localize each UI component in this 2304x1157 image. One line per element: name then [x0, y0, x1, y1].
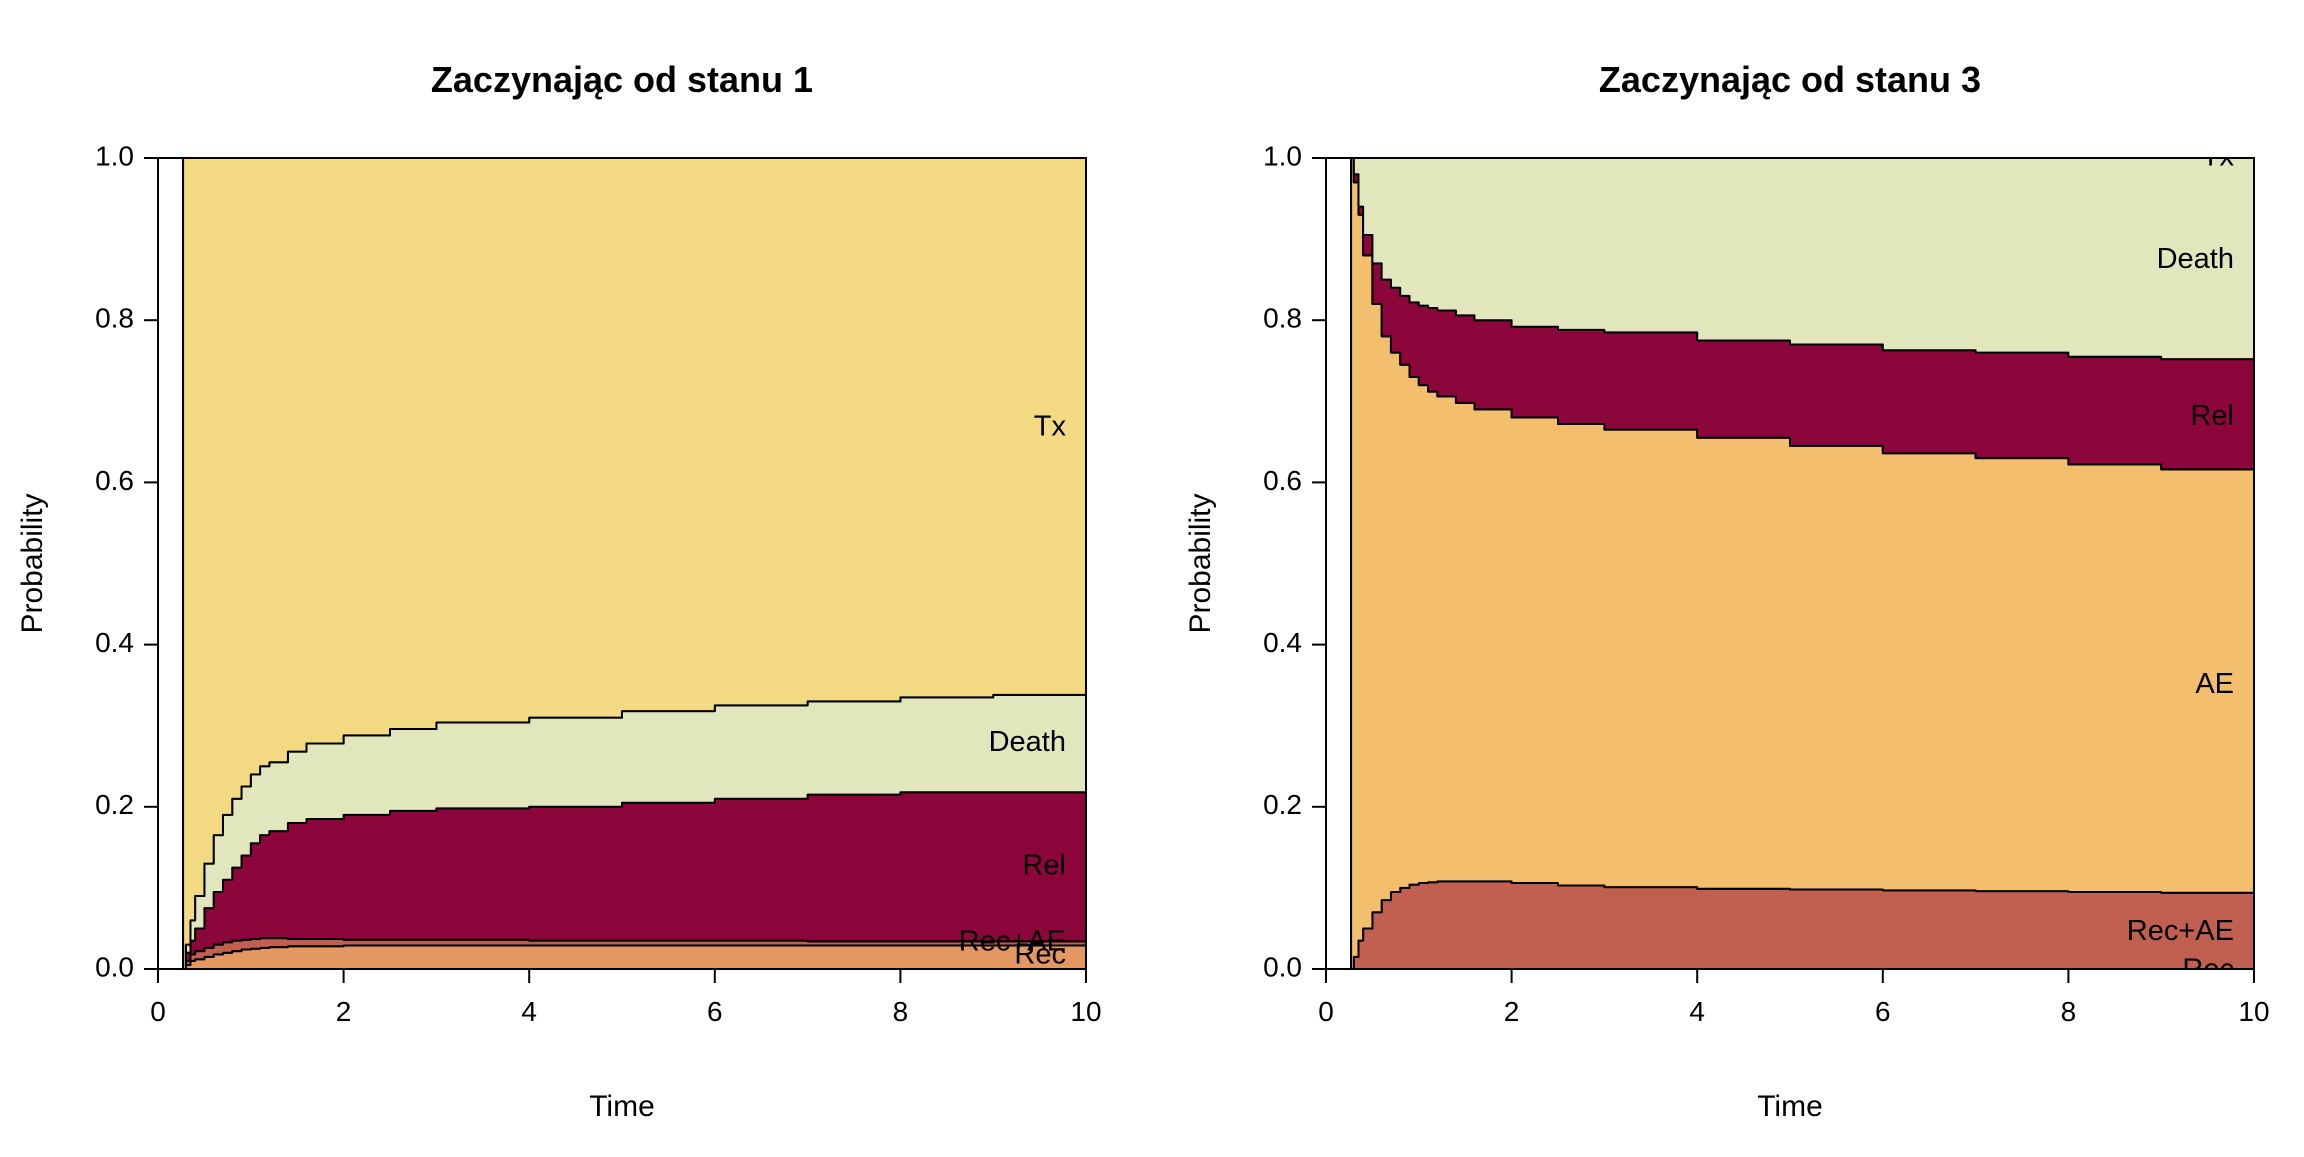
y-tick-label: 0.8 — [1263, 303, 1302, 334]
y-tick-label: 1.0 — [1263, 140, 1302, 171]
area-label-rel: Rel — [2190, 400, 2234, 432]
chart-title: Zaczynając od stanu 3 — [1599, 59, 1981, 100]
y-axis-label: Probability — [16, 493, 49, 633]
x-tick-label: 10 — [1070, 996, 1101, 1027]
x-tick-label: 4 — [521, 996, 537, 1027]
area-label-rel: Rel — [1022, 849, 1066, 881]
bands — [182, 158, 1086, 969]
x-axis-label: Time — [1757, 1090, 1823, 1123]
x-tick-label: 0 — [150, 996, 166, 1027]
x-tick-label: 2 — [1504, 996, 1520, 1027]
area-label-tx: Tx — [1034, 411, 1067, 443]
panel-2: Tx Death Rel AE Rec+AE Rec 0 2 4 6 8 10 0.0 0.2 0.4 0.6… — [1184, 59, 2270, 1123]
y-tick-label: 0.4 — [1263, 627, 1302, 658]
area-label-death: Death — [2157, 243, 2234, 275]
x-tick-label: 6 — [707, 996, 723, 1027]
band-tx — [182, 158, 1086, 969]
area-label-rec-plus-ae: Rec+AE — [959, 926, 1066, 958]
band-death — [1350, 158, 2254, 364]
x-tick-label: 6 — [1875, 996, 1891, 1027]
area-label-death: Death — [989, 726, 1066, 758]
area-label-rec: Rec — [1014, 939, 1066, 971]
y-tick-label: 0.2 — [1263, 789, 1302, 820]
area-label-rec: Rec — [2182, 953, 2234, 985]
y-tick-label: 0.0 — [95, 951, 134, 982]
bands — [1350, 158, 2254, 969]
y-tick-label: 0.6 — [1263, 465, 1302, 496]
x-tick-label: 8 — [893, 996, 909, 1027]
x-tick-label: 10 — [2238, 996, 2269, 1027]
x-axis: 0 2 4 6 8 10 — [1318, 968, 2270, 1027]
x-axis-label: Time — [589, 1090, 655, 1123]
y-axis: 0.0 0.2 0.4 0.6 0.8 1.0 — [1263, 140, 1327, 982]
chart-title: Zaczynając od stanu 1 — [431, 59, 813, 100]
x-tick-label: 0 — [1318, 996, 1334, 1027]
y-axis: 0.0 0.2 0.4 0.6 0.8 1.0 — [95, 140, 159, 982]
x-tick-label: 4 — [1689, 996, 1705, 1027]
band-rec-plus-ae — [1350, 880, 2254, 969]
x-tick-label: 2 — [336, 996, 352, 1027]
band-rec — [182, 944, 1086, 969]
y-tick-label: 1.0 — [95, 140, 134, 171]
y-tick-label: 0.2 — [95, 789, 134, 820]
y-axis-label: Probability — [1184, 493, 1217, 633]
y-tick-label: 0.4 — [95, 627, 134, 658]
x-tick-label: 8 — [2061, 996, 2077, 1027]
y-tick-label: 0.8 — [95, 303, 134, 334]
area-labels: Tx Death Rel AE Rec+AE Rec — [2127, 141, 2235, 985]
area-label-rec-plus-ae: Rec+AE — [2127, 915, 2234, 947]
area-label-ae: AE — [2195, 668, 2234, 700]
x-axis: 0 2 4 6 8 10 — [150, 968, 1102, 1027]
y-tick-label: 0.0 — [1263, 951, 1302, 982]
y-tick-label: 0.6 — [95, 465, 134, 496]
area-label-tx: Tx — [2202, 141, 2235, 173]
